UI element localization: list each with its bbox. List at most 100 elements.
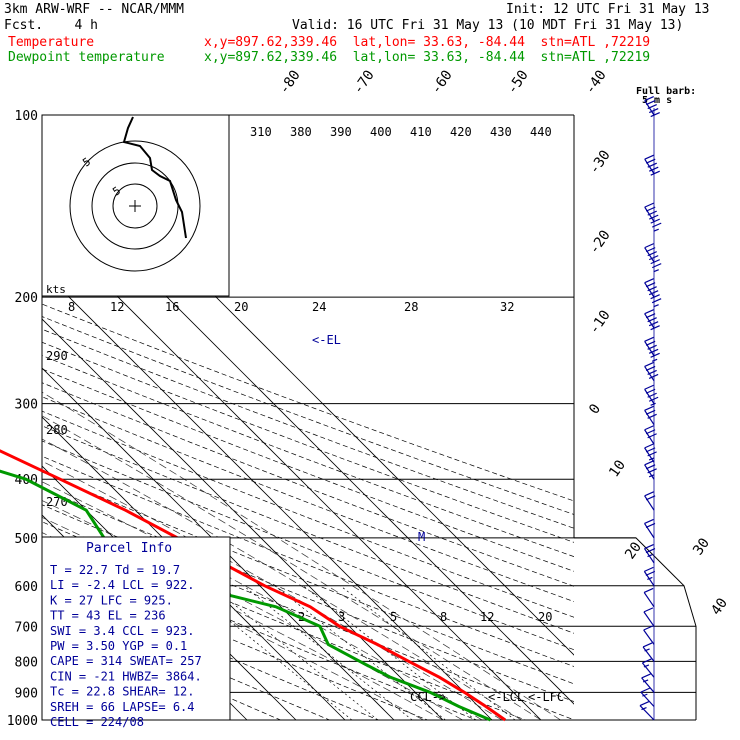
wind-barb-flag [648,108,659,114]
wind-barb-flag [645,522,656,529]
wind-barb-flag [650,294,660,300]
mixing-ratio-low-label: 12 [480,610,494,624]
wind-barb-flag [645,247,656,253]
wind-barb-flag [642,642,653,648]
wind-barb-flag [644,384,654,390]
mixing-ratio-top-label: 16 [165,300,179,314]
parcel-info-row: Tc = 22.8 SHEAR= 12. [50,685,195,699]
temperature-legend: Temperature [8,35,95,50]
theta-label: 400 [370,125,392,139]
dry-adiabat-line [42,471,574,685]
dewpoint-location: x,y=897.62,339.46 lat,lon= 33.63, -84.44… [204,50,651,65]
wind-barb-half-flag [644,648,650,652]
parcel-info-row: T = 22.7 Td = 19.7 [50,563,180,577]
wind-barb-flag [647,451,657,457]
valid-time: Valid: 16 UTC Fri 31 May 13 (10 MDT Fri … [292,18,684,33]
wind-barbs [639,96,662,721]
wind-barb-flag [644,518,654,525]
mixing-ratio-low-label: 20 [538,610,552,624]
parcel-info-row: K = 27 LFC = 925. [50,593,173,607]
pressure-label: 700 [15,620,38,635]
ccl-annotation: CCL-> [410,690,446,704]
wind-barb-flag [645,547,656,554]
wind-barb-flag [645,340,656,346]
wind-barb-flag [647,286,657,292]
wind-barb-flag [643,625,653,631]
wind-barb-flag [647,468,657,474]
wind-barb-flag [647,344,657,350]
wind-barb-half-flag [642,679,649,683]
hodograph: 5 5 kts [41,114,230,297]
wind-barb-flag [647,251,657,257]
hodograph-ring-3 [69,140,201,272]
wind-barb-staff [643,629,655,645]
lcl-annotation: <-LCL [488,690,524,704]
mixing-ratio-line [243,585,413,720]
wind-barb-flag [645,158,656,164]
wind-barb-half-flag [653,269,659,273]
model-title: 3km ARW-WRF -- NCAR/MMM [4,2,185,17]
pressure-label: 500 [15,532,38,547]
wind-barb-flag [644,154,654,160]
theta-label: 410 [410,125,432,139]
wind-barb-flag [648,214,659,220]
mixing-ratio-top-label: 24 [312,300,326,314]
wind-barb-staff [640,691,655,707]
temperature-tick-label: -50 [504,67,532,97]
isotherm-line [42,269,493,720]
wind-barb-flag [650,325,660,331]
temperature-tick-label: -40 [582,67,610,97]
wind-barb-flag [645,409,656,415]
pressure-label: 300 [15,398,38,413]
wind-barb-flag [647,162,657,168]
wind-barb-half-flag [643,664,650,668]
wind-barb-flag [644,336,654,342]
wind-barb-flag [647,369,657,375]
isotherm-line [42,220,542,720]
wind-barb-flag [645,447,656,453]
wind-barb-flag [643,587,654,593]
wind-barb-half-flag [648,474,655,478]
mixing-ratio-low-label: 3 [338,610,345,624]
hodograph-ring-1 [112,183,158,229]
wind-barb-flag [644,425,654,431]
wind-barb-staff [641,662,655,678]
dry-adiabat-line [42,341,574,543]
parcel-info-row: CIN = -21 HWBZ= 3864. [50,669,202,683]
init-time: Init: 12 UTC Fri 31 May 13 [506,2,710,17]
dry-adiabat-line [42,382,574,587]
wind-barb-flag [644,491,654,497]
wind-barb-flag [650,259,660,265]
annotations: <-EL M CCL-> <-LCL <-LFC [312,333,564,704]
temperature-location: x,y=897.62,339.46 lat,lon= 33.63, -84.44… [204,35,651,50]
parcel-info-row: TT = 43 EL = 236 [50,609,166,623]
temperature-tick-label: 0 [586,401,604,417]
wind-barb-staff [642,646,655,662]
temperature-tick-label: -70 [350,67,378,97]
wind-barb-half-flag [650,402,656,406]
wind-barb-flag [651,263,662,269]
wind-barb-staff [644,495,655,511]
m-annotation: M [418,530,425,544]
wind-barb-flag [645,313,656,319]
lfc-annotation: <-LFC [528,690,564,704]
wind-barb-flag [647,104,657,110]
wind-barb-flag [645,282,656,288]
wind-barb-half-flag [653,228,659,232]
parcel-info-row: CELL = 224/08 [50,715,144,729]
temperature-tick-label: 40 [708,595,731,618]
wind-barb-flag [647,210,657,216]
wind-barb-half-flag [642,693,648,697]
wind-barb-half-flag [641,707,647,711]
wind-barb-staff [643,592,655,608]
theta-label: 420 [450,125,472,139]
moist-adiabat-line [42,481,483,720]
wind-barb-flag [648,290,659,296]
pressure-label: 600 [15,580,38,595]
parcel-info-row: SREH = 66 LAPSE= 6.4 [50,700,195,714]
wind-barb-flag [645,464,656,470]
dry-adiabat-line [42,487,574,702]
mixing-ratio-top-label: 28 [404,300,418,314]
wind-barb-flag [645,100,656,106]
wind-barb-staff [639,705,655,721]
